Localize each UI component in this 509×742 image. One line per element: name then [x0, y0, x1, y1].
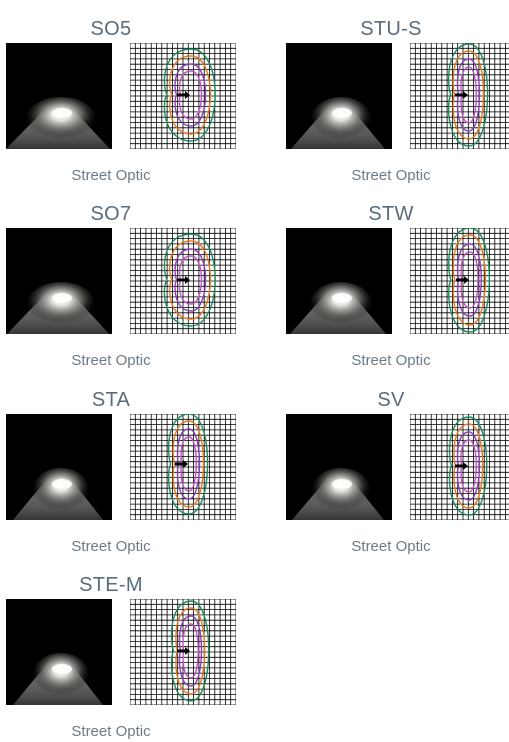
isolux-contour — [167, 414, 209, 515]
beam-photo — [6, 599, 112, 705]
beam-photo — [6, 414, 112, 520]
isolux-contour — [170, 600, 210, 702]
luminaire-arrow-icon — [456, 276, 469, 284]
luminaire-arrow-icon — [177, 91, 190, 99]
isolux-plot — [130, 228, 236, 334]
isolux-contour — [180, 436, 197, 492]
isolux-contour — [448, 416, 488, 516]
light-beam-image — [6, 414, 112, 520]
optic-title: STU-S — [360, 18, 422, 40]
isolux-contour — [460, 439, 477, 493]
beam-photo — [286, 228, 392, 334]
optic-subtitle: Street Optic — [351, 538, 431, 555]
isolux-contour — [448, 228, 490, 333]
isolux-plot — [410, 43, 509, 149]
isolux-grid — [410, 228, 509, 334]
optic-title: STE-M — [79, 574, 143, 596]
isolux-contour — [163, 48, 216, 142]
optic-subtitle: Street Optic — [71, 723, 151, 740]
isolux-contour — [175, 607, 206, 695]
isolux-contour — [169, 55, 212, 135]
beam-photo — [286, 414, 392, 520]
luminaire-arrow-icon — [175, 460, 188, 468]
isolux-contour — [163, 233, 216, 327]
isolux-contour — [174, 248, 207, 312]
beam-photo — [6, 228, 112, 334]
isolux-plot — [130, 43, 236, 149]
luminaire-arrow-icon — [455, 91, 468, 99]
isolux-contour — [182, 623, 199, 679]
isolux-contour — [178, 615, 203, 687]
isolux-contour — [456, 431, 481, 501]
isolux-plot — [130, 414, 236, 520]
light-beam-image — [286, 414, 392, 520]
beam-photo — [286, 43, 392, 149]
optic-subtitle: Street Optic — [351, 352, 431, 369]
isolux-plot — [410, 228, 509, 334]
isolux-contour — [456, 58, 481, 132]
optic-subtitle: Street Optic — [71, 167, 151, 184]
isolux-contour — [452, 50, 485, 140]
isolux-contour — [174, 63, 207, 127]
optic-subtitle: Street Optic — [71, 352, 151, 369]
isolux-grid — [410, 43, 509, 149]
isolux-contour — [456, 243, 482, 317]
isolux-contour — [447, 43, 489, 147]
luminaire-arrow-icon — [455, 462, 468, 470]
optic-subtitle: Street Optic — [351, 167, 431, 184]
isolux-contour — [178, 70, 203, 120]
isolux-grid — [130, 414, 236, 520]
isolux-contour — [178, 255, 203, 305]
optic-title: SV — [377, 389, 405, 411]
optic-title: SO5 — [90, 18, 132, 40]
isolux-contour — [176, 428, 201, 500]
luminaire-arrow-icon — [177, 647, 190, 655]
isolux-grid — [130, 43, 236, 149]
optic-title: SO7 — [90, 203, 132, 225]
isolux-contour — [172, 420, 205, 508]
isolux-contour — [169, 240, 212, 320]
optic-title: STA — [91, 389, 131, 411]
isolux-plot — [130, 599, 236, 705]
optic-title: STW — [368, 203, 414, 225]
isolux-contour — [453, 423, 484, 509]
light-beam-image — [6, 43, 112, 149]
light-beam-image — [6, 599, 112, 705]
light-beam-image — [286, 228, 392, 334]
isolux-contour — [460, 251, 479, 309]
light-beam-image — [286, 43, 392, 149]
isolux-grid — [130, 599, 236, 705]
luminaire-arrow-icon — [177, 276, 190, 284]
beam-photo — [6, 43, 112, 149]
isolux-contour — [460, 66, 477, 124]
isolux-plot — [410, 414, 509, 520]
light-beam-image — [6, 228, 112, 334]
optic-subtitle: Street Optic — [71, 538, 151, 555]
isolux-grid — [410, 414, 509, 520]
isolux-contour — [452, 234, 487, 326]
isolux-grid — [130, 228, 236, 334]
